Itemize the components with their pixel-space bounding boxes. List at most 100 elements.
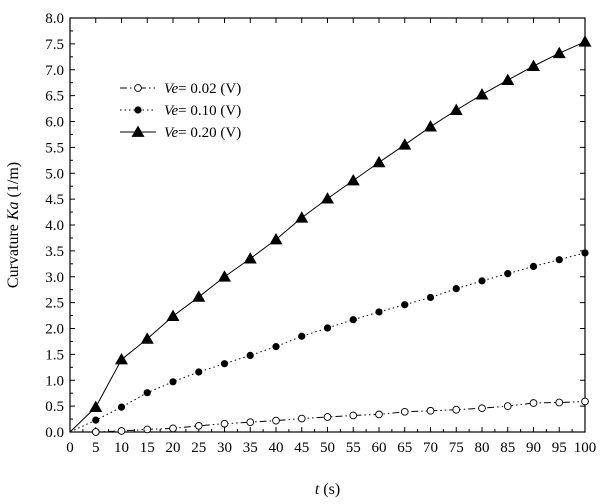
data-point bbox=[503, 402, 512, 410]
y-tick-label: 0.0 bbox=[45, 425, 64, 441]
x-tick-label: 95 bbox=[552, 440, 567, 456]
x-tick-label: 50 bbox=[320, 440, 335, 456]
legend-marker bbox=[131, 125, 145, 137]
data-point bbox=[218, 270, 231, 282]
legend-label: Ve= 0.02 (V) bbox=[164, 81, 241, 97]
data-point bbox=[295, 211, 309, 223]
y-tick-label: 1.0 bbox=[45, 373, 64, 389]
y-tick-label: 2.5 bbox=[45, 296, 64, 312]
data-point bbox=[243, 252, 257, 264]
x-tick-label: 90 bbox=[526, 440, 541, 456]
y-tick-label: 7.0 bbox=[45, 63, 64, 79]
data-point bbox=[527, 59, 540, 72]
y-tick-label: 3.5 bbox=[45, 244, 64, 260]
y-tick-label: 1.5 bbox=[45, 347, 64, 363]
data-point bbox=[529, 399, 538, 407]
data-point bbox=[269, 232, 283, 245]
data-point bbox=[117, 403, 126, 411]
data-point bbox=[581, 249, 589, 257]
data-point bbox=[424, 120, 437, 132]
y-tick-label: 7.5 bbox=[45, 37, 64, 53]
legend-entry: Ve= 0.02 (V) bbox=[120, 81, 241, 97]
series-line bbox=[69, 41, 586, 433]
data-point bbox=[321, 192, 334, 204]
data-point bbox=[449, 103, 463, 115]
y-tick-label: 6.0 bbox=[45, 115, 64, 131]
data-point bbox=[346, 173, 360, 186]
y-tick-label: 3.0 bbox=[45, 270, 64, 286]
series-2 bbox=[69, 35, 592, 433]
y-tick-label: 4.5 bbox=[45, 192, 64, 208]
data-point bbox=[478, 404, 486, 413]
x-tick-label: 15 bbox=[140, 440, 155, 456]
legend-label: Ve= 0.20 (V) bbox=[164, 125, 241, 141]
x-tick-label: 100 bbox=[574, 440, 597, 456]
data-point bbox=[194, 421, 203, 430]
x-tick-label: 70 bbox=[423, 440, 438, 456]
data-point bbox=[372, 155, 386, 168]
data-point bbox=[297, 414, 306, 423]
y-tick-label: 0.5 bbox=[45, 399, 64, 415]
data-point bbox=[349, 316, 357, 324]
x-tick-label: 65 bbox=[397, 440, 412, 456]
data-point bbox=[272, 416, 280, 425]
data-point bbox=[578, 35, 592, 47]
x-tick-label: 5 bbox=[92, 440, 100, 456]
x-tick-label: 20 bbox=[166, 440, 181, 456]
x-tick-label: 75 bbox=[449, 440, 464, 456]
data-point bbox=[501, 73, 515, 85]
x-tick-label: 35 bbox=[243, 440, 258, 456]
data-point bbox=[272, 343, 280, 351]
x-tick-label: 45 bbox=[294, 440, 309, 456]
data-point bbox=[92, 416, 100, 424]
data-point bbox=[323, 324, 332, 332]
legend-marker bbox=[134, 106, 142, 114]
data-point bbox=[115, 353, 128, 365]
legend-entry: Ve= 0.20 (V) bbox=[120, 125, 241, 141]
y-tick-label: 2.0 bbox=[45, 322, 64, 338]
data-point bbox=[298, 332, 306, 340]
x-tick-label: 60 bbox=[372, 440, 387, 456]
data-point bbox=[504, 270, 512, 278]
data-point bbox=[581, 397, 589, 406]
data-point bbox=[169, 424, 177, 433]
data-point bbox=[89, 400, 103, 413]
data-point bbox=[452, 405, 461, 414]
data-point bbox=[91, 428, 100, 436]
data-point bbox=[143, 425, 152, 434]
data-point bbox=[400, 407, 409, 416]
data-point bbox=[323, 413, 332, 421]
data-point bbox=[555, 256, 563, 264]
data-point bbox=[166, 309, 180, 321]
legend-label: Ve= 0.10 (V) bbox=[164, 103, 241, 119]
data-point bbox=[426, 293, 435, 302]
x-tick-label: 40 bbox=[269, 440, 284, 456]
data-point bbox=[475, 88, 489, 100]
x-tick-label: 85 bbox=[500, 440, 515, 456]
data-point bbox=[555, 398, 564, 407]
legend-marker bbox=[134, 84, 142, 92]
data-point bbox=[398, 138, 412, 150]
x-tick-label: 10 bbox=[114, 440, 129, 456]
data-point bbox=[375, 308, 383, 316]
data-point bbox=[220, 360, 229, 368]
data-point bbox=[140, 332, 154, 344]
data-point bbox=[426, 406, 435, 415]
data-point bbox=[552, 46, 566, 59]
x-tick-label: 55 bbox=[346, 440, 361, 456]
y-tick-label: 6.5 bbox=[45, 89, 64, 105]
x-tick-label: 25 bbox=[191, 440, 206, 456]
x-tick-label: 0 bbox=[66, 440, 74, 456]
data-point bbox=[192, 290, 206, 302]
x-tick-label: 30 bbox=[217, 440, 232, 456]
series-1 bbox=[69, 249, 589, 433]
y-axis-title: Curvature Ka (1/m) bbox=[5, 162, 22, 288]
y-tick-label: 5.0 bbox=[45, 166, 64, 182]
x-axis-title: t (s) bbox=[315, 481, 340, 498]
x-tick-label: 80 bbox=[475, 440, 490, 456]
data-point bbox=[220, 419, 229, 428]
y-tick-label: 5.5 bbox=[45, 140, 64, 156]
data-point bbox=[375, 410, 383, 419]
